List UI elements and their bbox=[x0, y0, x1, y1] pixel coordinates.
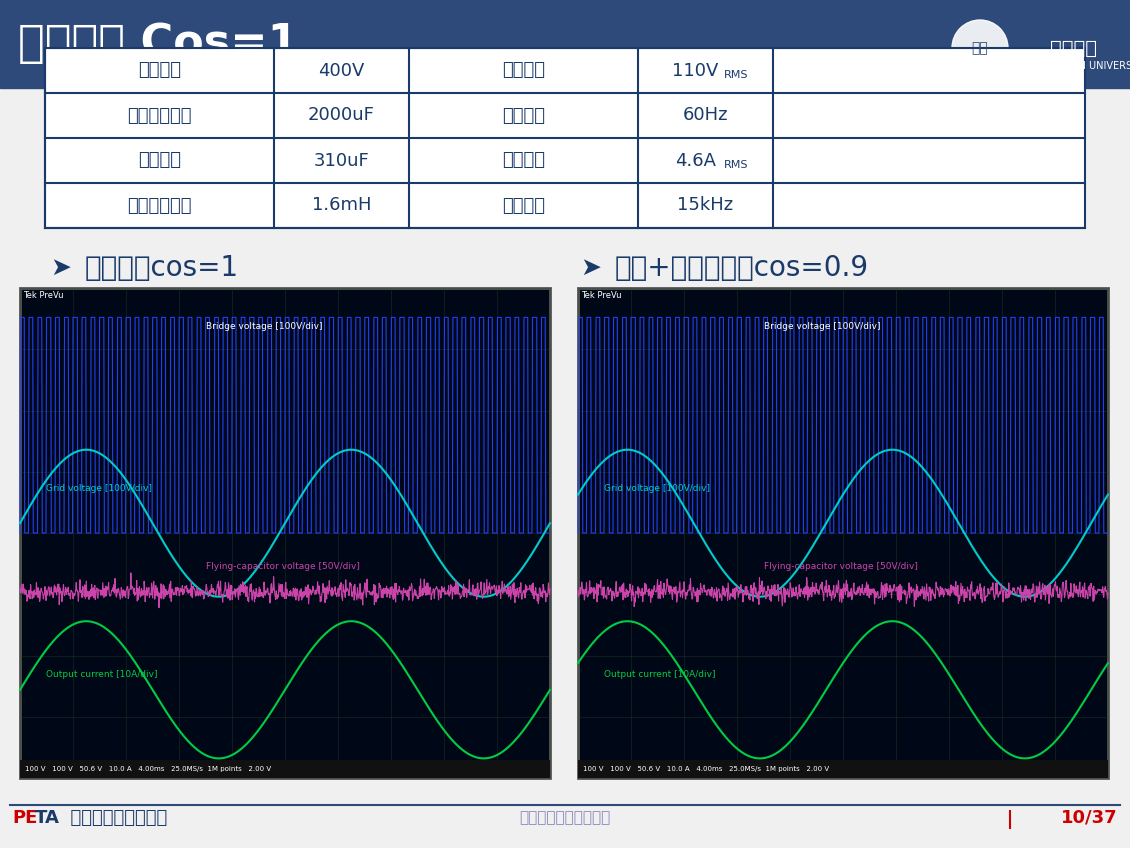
Text: RMS: RMS bbox=[723, 160, 748, 170]
Text: ➤: ➤ bbox=[50, 256, 71, 280]
Text: 开关频率: 开关频率 bbox=[502, 197, 545, 215]
Text: 湖大: 湖大 bbox=[972, 41, 989, 55]
Text: 100 V   100 V   50.6 V   10.0 A   4.00ms   25.0MS/s  1M points   2.00 V: 100 V 100 V 50.6 V 10.0 A 4.00ms 25.0MS/… bbox=[25, 766, 271, 772]
Text: 电网电压: 电网电压 bbox=[502, 62, 545, 80]
Text: 100 V   100 V   50.6 V   10.0 A   4.00ms   25.0MS/s  1M points   2.00 V: 100 V 100 V 50.6 V 10.0 A 4.00ms 25.0MS/… bbox=[583, 766, 829, 772]
Text: Flying-capacitor voltage [50V/div]: Flying-capacitor voltage [50V/div] bbox=[764, 562, 918, 572]
Text: 60Hz: 60Hz bbox=[683, 107, 728, 125]
Text: ➤: ➤ bbox=[580, 256, 601, 280]
Circle shape bbox=[951, 20, 1008, 76]
Text: Grid voltage [100V/div]: Grid voltage [100V/div] bbox=[46, 484, 153, 493]
Bar bbox=[45, 48, 1085, 228]
Text: 电力电子拓扑与应用: 电力电子拓扑与应用 bbox=[58, 809, 167, 827]
Text: 直流母线电容: 直流母线电容 bbox=[128, 107, 192, 125]
Text: 《电工技术学报》发布: 《电工技术学报》发布 bbox=[520, 811, 610, 825]
Text: 输出滤波电感: 输出滤波电感 bbox=[128, 197, 192, 215]
Text: 电网频率: 电网频率 bbox=[502, 107, 545, 125]
Text: RMS: RMS bbox=[723, 70, 748, 81]
Text: Output current [10A/div]: Output current [10A/div] bbox=[46, 670, 158, 679]
Text: Bridge voltage [100V/div]: Bridge voltage [100V/div] bbox=[206, 322, 322, 332]
Text: 1.6mH: 1.6mH bbox=[312, 197, 371, 215]
Text: Flying-capacitor voltage [50V/div]: Flying-capacitor voltage [50V/div] bbox=[206, 562, 359, 572]
Text: PE: PE bbox=[12, 809, 37, 827]
Text: 输出电流: 输出电流 bbox=[502, 152, 545, 170]
Text: 输入电压: 输入电压 bbox=[138, 62, 181, 80]
Text: 悬浮电容: 悬浮电容 bbox=[138, 152, 181, 170]
Text: 310uF: 310uF bbox=[313, 152, 370, 170]
Text: 4.6A: 4.6A bbox=[675, 152, 716, 170]
Bar bbox=[0, 0, 1130, 88]
Text: 湖南大学: 湖南大学 bbox=[1050, 38, 1097, 58]
Text: Tek PreVu: Tek PreVu bbox=[23, 291, 63, 300]
Text: HUNAN UNIVERSITY: HUNAN UNIVERSITY bbox=[1050, 61, 1130, 71]
Text: Bridge voltage [100V/div]: Bridge voltage [100V/div] bbox=[764, 322, 880, 332]
Text: 10/37: 10/37 bbox=[1061, 809, 1118, 827]
Text: Output current [10A/div]: Output current [10A/div] bbox=[605, 670, 716, 679]
Bar bbox=[20, 288, 550, 778]
Text: 实验结果 Cos=1: 实验结果 Cos=1 bbox=[18, 23, 298, 65]
Bar bbox=[579, 760, 1109, 778]
Text: TA: TA bbox=[35, 809, 60, 827]
Text: 15kHz: 15kHz bbox=[677, 197, 733, 215]
Text: 纯有功，cos=1: 纯有功，cos=1 bbox=[85, 254, 240, 282]
Text: 有功+容性无功，cos=0.9: 有功+容性无功，cos=0.9 bbox=[615, 254, 869, 282]
Bar bbox=[20, 760, 550, 778]
Text: Tek PreVu: Tek PreVu bbox=[581, 291, 622, 300]
Text: 400V: 400V bbox=[319, 62, 365, 80]
Text: Grid voltage [100V/div]: Grid voltage [100V/div] bbox=[605, 484, 711, 493]
Text: 110V: 110V bbox=[672, 62, 719, 80]
Text: 2000uF: 2000uF bbox=[308, 107, 375, 125]
Bar bbox=[579, 288, 1109, 778]
